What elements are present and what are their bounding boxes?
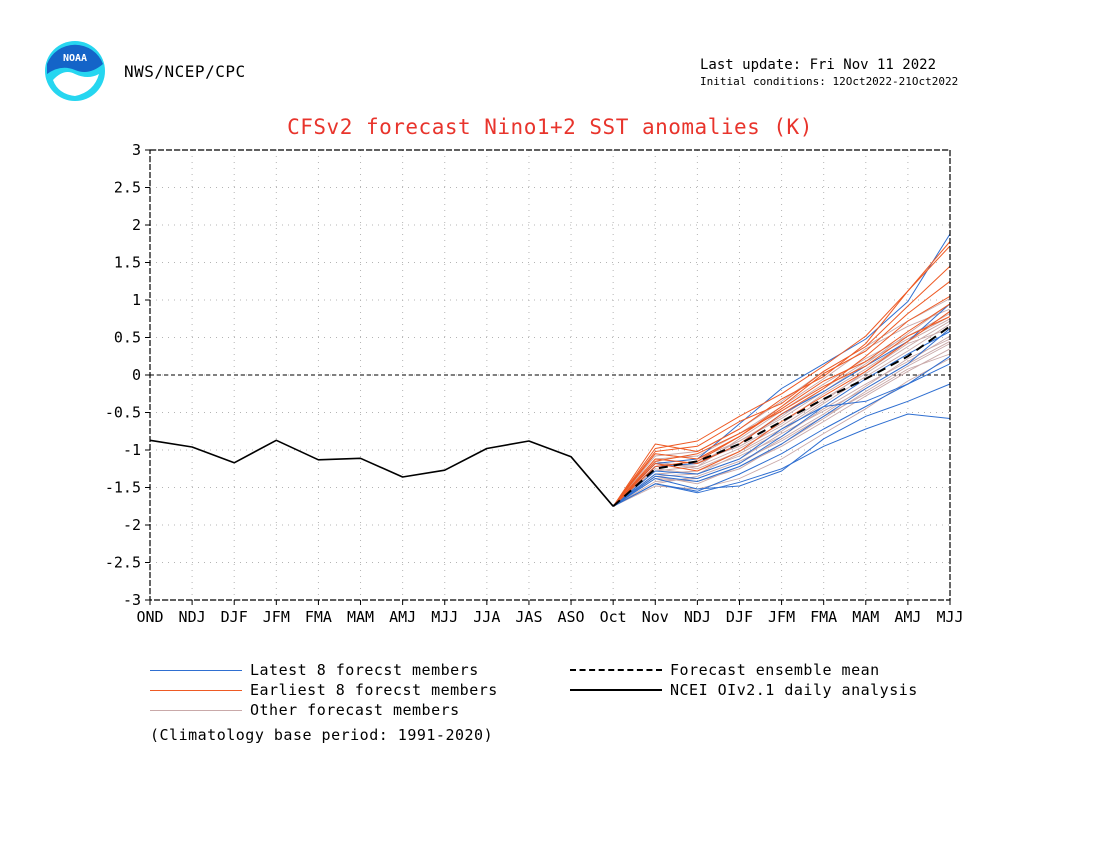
last-update: Last update: Fri Nov 11 2022 xyxy=(700,57,937,73)
other-member-line-1 xyxy=(612,338,951,507)
observed-line xyxy=(149,439,614,507)
logo-text: NOAA xyxy=(63,53,87,64)
y-tick-label: -3 xyxy=(123,591,141,609)
other-member-line-11 xyxy=(612,320,951,507)
earliest-member-line-5 xyxy=(612,310,951,507)
legend-swatch-latest xyxy=(150,670,242,671)
logo-top xyxy=(47,44,103,74)
latest-member-line-3 xyxy=(612,355,951,507)
legend-swatch-observed xyxy=(570,689,662,691)
x-tick-label: FMA xyxy=(810,608,837,626)
y-tick-label: 1.5 xyxy=(114,254,141,272)
x-tick-label: Nov xyxy=(642,608,669,626)
earliest-member-line-8 xyxy=(612,316,951,507)
earliest-member-line-4 xyxy=(612,245,951,507)
latest-member-line-8 xyxy=(612,331,951,507)
x-tick-label: FMA xyxy=(305,608,332,626)
x-tick-label: NDJ xyxy=(179,608,206,626)
legend-label-other: Other forecast members xyxy=(250,701,460,719)
other-member-line-4 xyxy=(612,348,951,507)
y-tick-label: 1 xyxy=(132,291,141,309)
observed-series xyxy=(149,439,614,507)
x-tick-label: Oct xyxy=(600,608,627,626)
x-tick-label: DJF xyxy=(221,608,248,626)
earliest-forecast-members xyxy=(612,241,951,507)
legend-label-earliest: Earliest 8 forecst members xyxy=(250,681,498,699)
x-tick-label: DJF xyxy=(726,608,753,626)
bird-shape xyxy=(53,72,99,96)
climatology-note: (Climatology base period: 1991-2020) xyxy=(150,726,494,744)
y-tick-label: 3 xyxy=(132,141,141,159)
ensemble-mean-line xyxy=(612,325,951,508)
x-tick-label: OND xyxy=(136,608,163,626)
y-tick-label: 0.5 xyxy=(114,329,141,347)
legend-swatch-earliest xyxy=(150,690,242,691)
x-tick-label: MJJ xyxy=(936,608,963,626)
latest-member-line-2 xyxy=(612,383,951,507)
earliest-member-line-7 xyxy=(612,265,951,507)
latest-member-line-5 xyxy=(612,328,951,507)
earliest-member-line-3 xyxy=(612,295,951,507)
x-tick-label: JAS xyxy=(515,608,542,626)
x-tick-label: MJJ xyxy=(431,608,458,626)
initial-conditions: Initial conditions: 12Oct2022-21Oct2022 xyxy=(700,75,959,88)
earliest-member-line-6 xyxy=(612,303,951,507)
earliest-member-line-2 xyxy=(612,280,951,507)
latest-member-line-7 xyxy=(612,233,951,507)
x-tick-label: JFM xyxy=(768,608,795,626)
other-member-line-5 xyxy=(612,298,951,507)
y-tick-label: 2 xyxy=(132,216,141,234)
y-axis-ticks: 3 2.5 2 1.5 1 0.5 0 -0.5 -1 -1.5 -2 -2.5 -3 xyxy=(105,141,150,609)
y-tick-label: -2.5 xyxy=(105,554,141,572)
y-tick-label: -0.5 xyxy=(105,404,141,422)
noaa-logo: NOAA xyxy=(45,41,105,101)
chart-title: CFSv2 forecast Nino1+2 SST anomalies (K) xyxy=(287,115,813,139)
other-member-line-2 xyxy=(612,323,951,507)
legend-label-observed: NCEI OIv2.1 daily analysis xyxy=(670,681,918,699)
x-tick-label: JFM xyxy=(263,608,290,626)
other-member-line-13 xyxy=(612,353,951,507)
x-tick-label: MAM xyxy=(347,608,374,626)
legend-label-mean: Forecast ensemble mean xyxy=(670,661,880,679)
x-tick-label: JJA xyxy=(473,608,500,626)
ensemble-mean-series xyxy=(612,325,951,508)
x-tick-label: NDJ xyxy=(684,608,711,626)
x-tick-label: AMJ xyxy=(389,608,416,626)
x-tick-label: ASO xyxy=(558,608,585,626)
x-axis-ticks: OND NDJ DJF JFM FMA MAM AMJ MJJ JJA JAS ASO Oct Nov N… xyxy=(136,600,964,626)
other-member-line-9 xyxy=(612,308,951,507)
y-tick-label: -2 xyxy=(123,516,141,534)
x-tick-label: AMJ xyxy=(894,608,921,626)
x-tick-label: MAM xyxy=(852,608,879,626)
y-tick-label: 0 xyxy=(132,366,141,384)
y-tick-label: -1.5 xyxy=(105,479,141,497)
legend-swatch-other xyxy=(150,710,242,711)
source-label: NWS/NCEP/CPC xyxy=(124,62,246,81)
y-tick-label: 2.5 xyxy=(114,179,141,197)
legend-label-latest: Latest 8 forecst members xyxy=(250,661,479,679)
legend-swatch-mean xyxy=(570,669,662,671)
latest-member-line-4 xyxy=(612,363,951,507)
y-tick-label: -1 xyxy=(123,441,141,459)
